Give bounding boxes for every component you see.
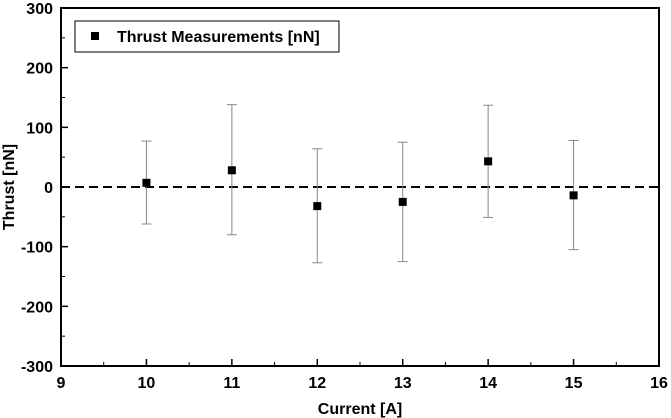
x-tick-label: 16	[650, 375, 668, 392]
legend: Thrust Measurements [nN]	[74, 20, 340, 53]
legend-box	[74, 20, 340, 53]
legend-label: Thrust Measurements [nN]	[117, 29, 320, 46]
x-tick-label: 13	[394, 375, 412, 392]
x-tick-label: 11	[223, 375, 240, 392]
y-tick-label: 200	[26, 61, 53, 78]
x-axis-label: Current [A]	[318, 401, 402, 418]
legend-marker-square	[91, 32, 99, 40]
data-point	[569, 191, 578, 200]
y-tick-label: 0	[44, 180, 53, 197]
data-point	[313, 202, 322, 211]
data-point	[484, 157, 493, 166]
data-series	[141, 104, 579, 264]
x-tick-label: 12	[308, 375, 326, 392]
x-tick-label: 9	[57, 375, 66, 392]
x-tick-label: 14	[479, 375, 497, 392]
y-tick-label: -200	[21, 299, 53, 316]
data-point	[398, 197, 407, 206]
y-axis-label: Thrust [nN]	[1, 144, 18, 230]
y-tick-label: -100	[21, 240, 53, 257]
x-axis-ticks: 9 10 11 12 13 14 15 16	[57, 359, 668, 392]
y-tick-label: 300	[26, 1, 53, 18]
data-point	[227, 166, 236, 175]
y-tick-label: 100	[26, 120, 53, 137]
x-tick-label: 10	[138, 375, 156, 392]
x-tick-label: 15	[565, 375, 583, 392]
y-tick-label: -300	[21, 359, 53, 376]
data-point	[142, 178, 151, 187]
